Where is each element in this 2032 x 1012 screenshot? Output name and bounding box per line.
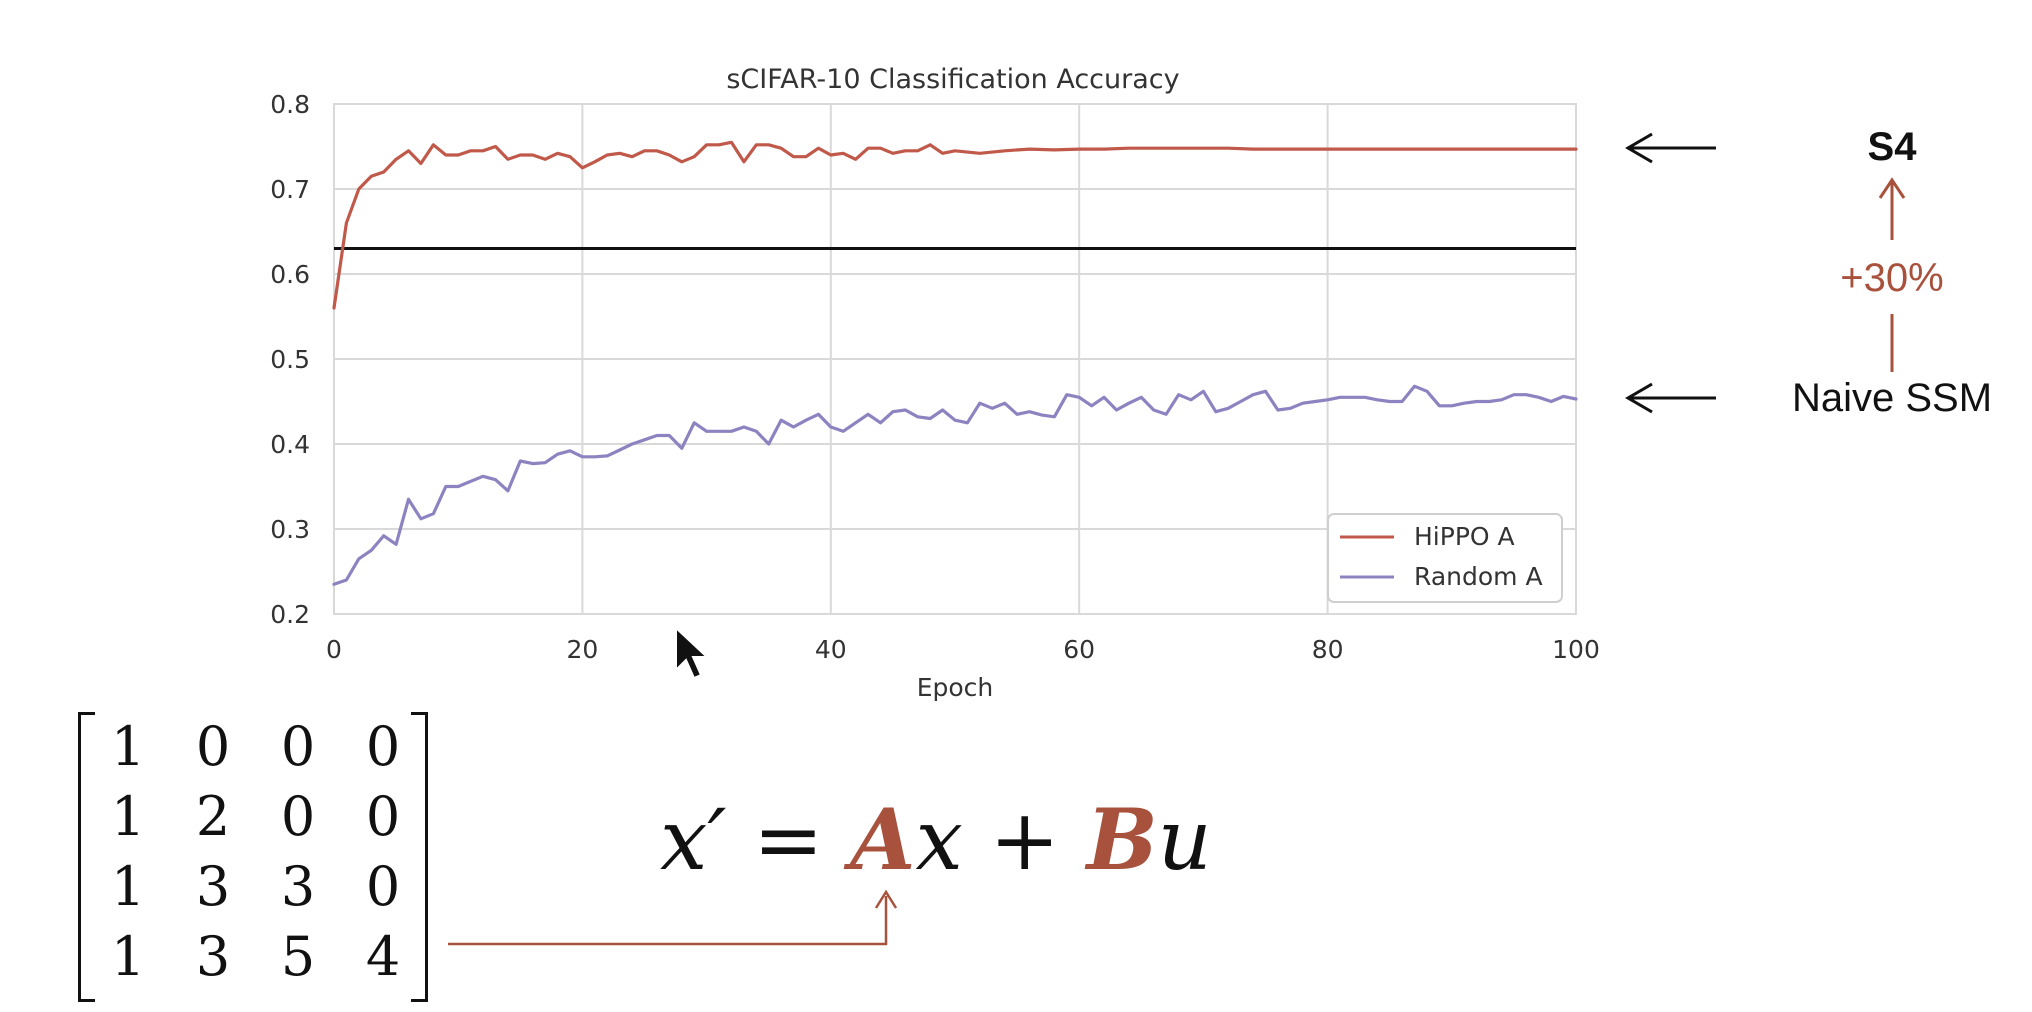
matrix-cell: 0 [195, 715, 231, 778]
improvement-arrow [1878, 177, 1906, 372]
x-tick-label: 40 [815, 635, 847, 664]
matrix-cell: 1 [110, 855, 146, 918]
legend-label-random: Random A [1414, 562, 1543, 591]
x-tick-label: 80 [1312, 635, 1344, 664]
equation-x: x [915, 791, 963, 889]
naive-ssm-label: Naive SSM [1792, 376, 1992, 420]
equation-a-matrix: A [850, 790, 916, 889]
equation-equals: = [753, 791, 824, 889]
s4-label: S4 [1868, 125, 1918, 169]
matrix-cell: 3 [195, 925, 231, 988]
y-tick-label: 0.6 [270, 260, 310, 289]
matrix-cell: 1 [110, 715, 146, 778]
series-line-random [332, 384, 1578, 586]
equation-b-matrix: B [1086, 790, 1158, 889]
matrix-cell: 0 [365, 855, 401, 918]
y-tick-label: 0.5 [270, 345, 310, 374]
matrix-cell: 1 [110, 785, 146, 848]
mouse-cursor-icon [675, 625, 710, 680]
matrix-cell: 4 [365, 925, 401, 988]
matrix-cell: 3 [280, 855, 316, 918]
y-tick-label: 0.7 [270, 175, 310, 204]
y-tick-label: 0.3 [270, 515, 310, 544]
state-space-equation: x′ = Ax + Bu [660, 790, 1212, 889]
improvement-label: +30% [1840, 256, 1943, 300]
equation-u: u [1157, 791, 1212, 889]
matrix-cell: 5 [280, 925, 316, 988]
x-tick-label: 100 [1552, 635, 1600, 664]
matrix-connector-arrow [448, 889, 898, 946]
matrix-left-bracket [78, 712, 95, 1002]
matrix-cell: 3 [195, 855, 231, 918]
legend: HiPPO A Random A [1327, 513, 1563, 603]
series-line-hippo [332, 140, 1578, 310]
y-tick-label: 0.2 [270, 600, 310, 629]
matrix-cell: 0 [280, 785, 316, 848]
series-lines [332, 140, 1578, 586]
x-tick-label: 60 [1063, 635, 1095, 664]
y-tick-label: 0.4 [270, 430, 310, 459]
x-tick-label: 0 [326, 635, 342, 664]
naive-arrow [1625, 382, 1716, 414]
matrix-right-bracket [411, 712, 428, 1002]
matrix-cell: 0 [280, 715, 316, 778]
equation-lhs: x′ [660, 791, 727, 889]
matrix-cell: 2 [195, 785, 231, 848]
y-tick-label: 0.8 [270, 90, 310, 119]
legend-label-hippo: HiPPO A [1414, 522, 1515, 551]
x-axis-label: Epoch [917, 673, 994, 702]
s4-arrow [1625, 132, 1716, 164]
x-tick-label: 20 [566, 635, 598, 664]
matrix-cell: 0 [365, 785, 401, 848]
equation-plus: + [989, 791, 1060, 889]
chart-title: sCIFAR-10 Classification Accuracy [726, 64, 1179, 95]
matrix-cell: 0 [365, 715, 401, 778]
matrix-cell: 1 [110, 925, 146, 988]
axis-ticks: 0 20 40 60 80 100 0.2 0.3 0.4 0.5 0.6 0.7 0.8 [270, 90, 1600, 664]
